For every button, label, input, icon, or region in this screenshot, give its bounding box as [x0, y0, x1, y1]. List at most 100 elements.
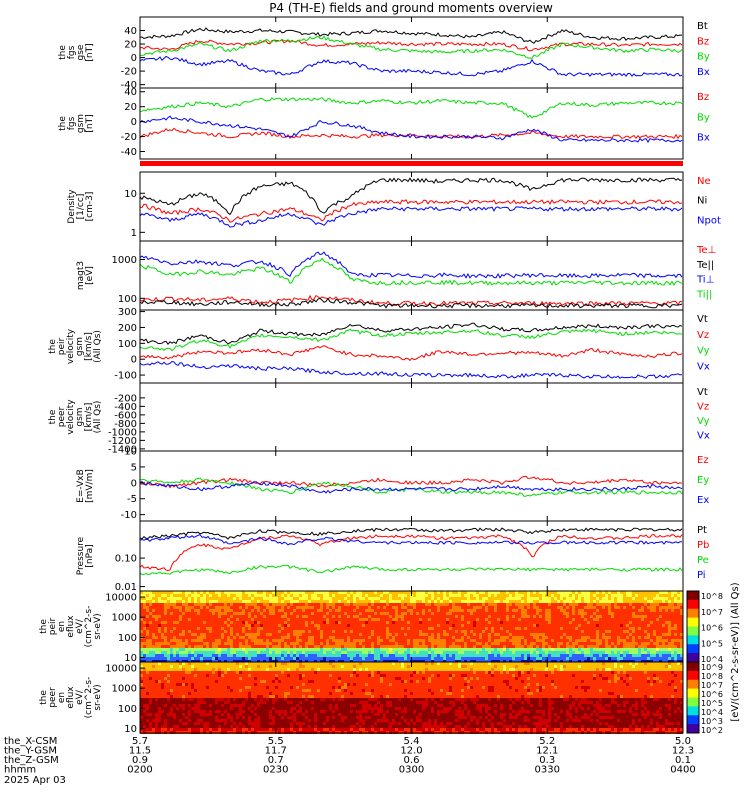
- spec-cell: [227, 639, 230, 642]
- spec-cell: [653, 651, 656, 654]
- spec-cell: [155, 615, 158, 618]
- spec-cell: [284, 624, 287, 627]
- spec-cell: [176, 695, 179, 698]
- spec-cell: [518, 648, 521, 651]
- spec-cell: [176, 704, 179, 707]
- spec-cell: [608, 654, 611, 657]
- spec-cell: [389, 606, 392, 609]
- spec-cell: [299, 618, 302, 621]
- spec-cell: [332, 597, 335, 600]
- spec-cell: [443, 651, 446, 654]
- spec-cell: [632, 609, 635, 612]
- spec-cell: [590, 639, 593, 642]
- spec-cell: [290, 630, 293, 633]
- spec-cell: [341, 657, 344, 660]
- spec-cell: [674, 651, 677, 654]
- spec-cell: [425, 612, 428, 615]
- colorbar-segment: [687, 599, 699, 610]
- spec-cell: [542, 627, 545, 630]
- spec-cell: [572, 657, 575, 660]
- spec-cell: [284, 606, 287, 609]
- spec-cell: [245, 621, 248, 624]
- spec-cell: [656, 597, 659, 600]
- spec-cell: [320, 639, 323, 642]
- spec-cell: [278, 597, 281, 600]
- spec-cell: [446, 657, 449, 660]
- spec-cell: [458, 624, 461, 627]
- spec-cell: [662, 633, 665, 636]
- spec-cell: [536, 591, 539, 594]
- spec-cell: [182, 642, 185, 645]
- spec-cell: [593, 618, 596, 621]
- spec-cell: [176, 671, 179, 674]
- spec-cell: [500, 609, 503, 612]
- spec-cell: [602, 600, 605, 603]
- spec-cell: [314, 594, 317, 597]
- spec-cell: [410, 654, 413, 657]
- spec-cell: [143, 665, 146, 668]
- spec-cell: [170, 609, 173, 612]
- spec-cell: [329, 606, 332, 609]
- spec-cell: [143, 591, 146, 594]
- spec-cell: [155, 639, 158, 642]
- spec-cell: [323, 642, 326, 645]
- spec-cell: [362, 606, 365, 609]
- spec-cell: [551, 615, 554, 618]
- spec-cell: [422, 627, 425, 630]
- spec-cell: [638, 627, 641, 630]
- spec-cell: [167, 600, 170, 603]
- spec-cell: [674, 606, 677, 609]
- spec-cell: [251, 603, 254, 606]
- spec-cell: [158, 689, 161, 692]
- spec-cell: [458, 606, 461, 609]
- spec-cell: [326, 594, 329, 597]
- spec-cell: [452, 639, 455, 642]
- spec-cell: [185, 674, 188, 677]
- spec-cell: [272, 600, 275, 603]
- spec-cell: [233, 597, 236, 600]
- spec-cell: [173, 618, 176, 621]
- spec-cell: [212, 603, 215, 606]
- spec-cell: [491, 591, 494, 594]
- spec-cell: [569, 594, 572, 597]
- spec-cell: [443, 633, 446, 636]
- spec-cell: [275, 630, 278, 633]
- spec-cell: [239, 651, 242, 654]
- spec-cell: [377, 645, 380, 648]
- spec-cell: [314, 627, 317, 630]
- spec-cell: [353, 609, 356, 612]
- spec-cell: [608, 648, 611, 651]
- spec-cell: [524, 645, 527, 648]
- spec-cell: [398, 648, 401, 651]
- spec-cell: [518, 627, 521, 630]
- spec-cell: [479, 636, 482, 639]
- spec-cell: [284, 600, 287, 603]
- spec-cell: [638, 633, 641, 636]
- spec-cell: [212, 654, 215, 657]
- spec-cell: [431, 591, 434, 594]
- spec-cell: [344, 618, 347, 621]
- spec-cell: [551, 633, 554, 636]
- spec-cell: [554, 633, 557, 636]
- spec-cell: [374, 618, 377, 621]
- spec-cell: [248, 642, 251, 645]
- spec-cell: [638, 657, 641, 660]
- spec-cell: [515, 603, 518, 606]
- spec-cell: [626, 633, 629, 636]
- spec-cell: [293, 603, 296, 606]
- spec-cell: [260, 627, 263, 630]
- spec-cell: [545, 645, 548, 648]
- spec-cell: [425, 630, 428, 633]
- spec-cell: [188, 603, 191, 606]
- spec-cell: [596, 642, 599, 645]
- spec-cell: [452, 636, 455, 639]
- spec-cell: [191, 615, 194, 618]
- spec-cell: [251, 630, 254, 633]
- spec-cell: [143, 597, 146, 600]
- spec-cell: [443, 594, 446, 597]
- spec-cell: [299, 612, 302, 615]
- spec-cell: [497, 597, 500, 600]
- spec-cell: [395, 624, 398, 627]
- spec-cell: [146, 618, 149, 621]
- spec-cell: [329, 615, 332, 618]
